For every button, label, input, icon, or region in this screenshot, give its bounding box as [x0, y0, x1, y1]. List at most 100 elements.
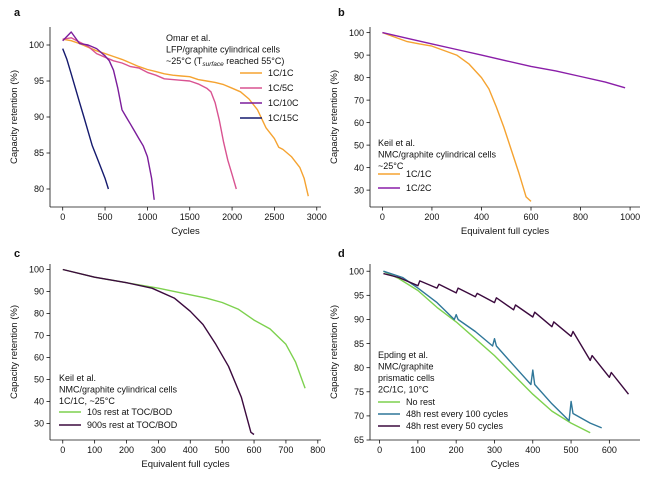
panel-letter: b — [338, 7, 345, 19]
y-tick-label: 85 — [354, 339, 364, 349]
y-tick-label: 60 — [34, 353, 44, 363]
annotation-line: NMC/graphite cylindrical cells — [378, 150, 497, 160]
panel-letter: c — [14, 248, 20, 260]
series-line-4 — [62, 48, 110, 190]
annotation-line: LFP/graphite cylindrical cells — [166, 45, 281, 55]
y-tick-label: 75 — [354, 387, 364, 397]
x-tick-label: 1000 — [137, 212, 157, 222]
x-axis-label: Cycles — [171, 226, 200, 237]
x-tick-label: 300 — [487, 445, 502, 455]
series-line-2 — [382, 31, 626, 89]
legend-label: 10s rest at TOC/BOD — [87, 407, 173, 417]
x-tick-label: 600 — [247, 445, 262, 455]
annotation-line: ~25°C (Tsurface reached 55°C) — [166, 56, 284, 68]
y-tick-label: 90 — [34, 112, 44, 122]
x-tick-label: 300 — [151, 445, 166, 455]
y-tick-label: 80 — [34, 184, 44, 194]
y-tick-label: 65 — [354, 435, 364, 445]
x-tick-label: 800 — [573, 212, 588, 222]
y-tick-label: 90 — [34, 287, 44, 297]
legend-label: 1C/1C — [406, 169, 432, 179]
x-tick-label: 0 — [60, 445, 65, 455]
y-tick-label: 85 — [34, 148, 44, 158]
x-tick-label: 500 — [215, 445, 230, 455]
annotation-line: ~25°C — [378, 161, 404, 171]
series-line-1 — [382, 31, 532, 202]
x-tick-label: 200 — [424, 212, 439, 222]
annotation-line: prismatic cells — [378, 373, 435, 383]
series-line-1 — [383, 270, 591, 434]
annotation-line: NMC/graphite — [378, 362, 434, 372]
x-tick-label: 0 — [380, 212, 385, 222]
y-tick-label: 90 — [354, 50, 364, 60]
annotation-line: 2C/1C, 10°C — [378, 385, 429, 395]
x-tick-label: 400 — [474, 212, 489, 222]
y-tick-label: 30 — [34, 419, 44, 429]
y-axis-label: Capacity retention (%) — [9, 305, 20, 399]
series-line-3 — [383, 272, 630, 395]
x-tick-label: 1500 — [180, 212, 200, 222]
y-axis-label: Capacity retention (%) — [329, 305, 340, 399]
legend-label: No rest — [406, 397, 436, 407]
y-tick-label: 40 — [354, 163, 364, 173]
x-tick-label: 600 — [602, 445, 617, 455]
series-line-2 — [62, 268, 255, 436]
y-tick-label: 100 — [29, 265, 44, 275]
y-axis-label: Capacity retention (%) — [329, 70, 340, 164]
y-tick-label: 100 — [349, 266, 364, 276]
y-tick-label: 80 — [354, 363, 364, 373]
y-tick-label: 50 — [34, 375, 44, 385]
panel-b: b 0 200 400 600 800 1000 30 40 50 60 70 80 90 100 Equiv… — [329, 7, 640, 237]
x-axis-label: Equivalent full cycles — [461, 226, 549, 237]
x-tick-label: 700 — [278, 445, 293, 455]
y-tick-label: 90 — [354, 315, 364, 325]
series-line-2 — [383, 270, 602, 429]
y-tick-label: 50 — [354, 140, 364, 150]
x-tick-label: 2500 — [264, 212, 284, 222]
annotation-line: NMC/graphite cylindrical cells — [59, 385, 178, 395]
series-line-3 — [62, 31, 155, 200]
x-tick-label: 200 — [119, 445, 134, 455]
y-tick-label: 100 — [29, 40, 44, 50]
x-axis-label: Cycles — [491, 459, 520, 470]
y-tick-label: 70 — [354, 95, 364, 105]
y-tick-label: 30 — [354, 185, 364, 195]
y-axis-label: Capacity retention (%) — [9, 70, 20, 164]
x-tick-label: 0 — [60, 212, 65, 222]
y-tick-label: 100 — [349, 28, 364, 38]
legend-label: 1C/5C — [268, 83, 294, 93]
x-tick-label: 800 — [310, 445, 325, 455]
series-line-1 — [62, 38, 309, 197]
y-tick-label: 80 — [34, 309, 44, 319]
y-tick-label: 80 — [354, 73, 364, 83]
y-tick-label: 40 — [34, 397, 44, 407]
annotation-line: Keil et al. — [59, 373, 96, 383]
legend-label: 48h rest every 100 cycles — [406, 409, 509, 419]
legend-label: 1C/1C — [268, 68, 294, 78]
x-tick-label: 1000 — [620, 212, 640, 222]
annotation-line: Omar et al. — [166, 33, 211, 43]
legend-label: 1C/10C — [268, 98, 299, 108]
x-tick-label: 0 — [377, 445, 382, 455]
annotation-line: Epding et al. — [378, 350, 428, 360]
legend-label: 1C/15C — [268, 113, 299, 123]
x-tick-label: 500 — [564, 445, 579, 455]
x-tick-label: 100 — [410, 445, 425, 455]
series-line-1 — [62, 268, 306, 389]
y-tick-label: 95 — [34, 76, 44, 86]
x-tick-label: 600 — [523, 212, 538, 222]
x-axis-label: Equivalent full cycles — [141, 459, 229, 470]
y-tick-label: 95 — [354, 291, 364, 301]
x-tick-label: 400 — [525, 445, 540, 455]
x-tick-label: 500 — [98, 212, 113, 222]
panel-c: c 0 100 200 300 400 500 600 700 800 30 40 50 60 70 80 90… — [9, 248, 325, 470]
x-tick-label: 200 — [449, 445, 464, 455]
y-tick-label: 70 — [354, 411, 364, 421]
annotation-line: Keil et al. — [378, 138, 415, 148]
y-tick-label: 60 — [354, 118, 364, 128]
x-tick-label: 100 — [87, 445, 102, 455]
x-tick-label: 3000 — [307, 212, 327, 222]
panel-letter: a — [14, 7, 21, 19]
x-tick-label: 2000 — [222, 212, 242, 222]
